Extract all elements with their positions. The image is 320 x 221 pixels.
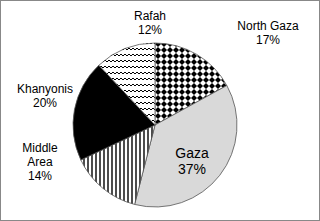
pie-slice	[99, 43, 155, 125]
slice-value: 37%	[178, 161, 206, 177]
slice-label: Khanyonis	[17, 82, 73, 96]
slice-label: North Gaza	[237, 19, 299, 33]
slice-value: 12%	[138, 23, 162, 37]
slice-label: Rafah	[134, 9, 166, 23]
label-line: Middle	[22, 141, 58, 155]
data-labels: North Gaza17% Gaza37% MiddleArea14% Khanyon…	[17, 9, 299, 183]
pie	[73, 43, 237, 207]
slice-value: 17%	[256, 33, 280, 47]
label-line: Area	[27, 155, 53, 169]
frame	[1, 1, 320, 221]
slice-value: 20%	[33, 96, 57, 110]
chart: North Gaza17% Gaza37% MiddleArea14% Khanyon…	[0, 0, 320, 221]
slice-label: Gaza	[175, 145, 209, 161]
slice-label: MiddleArea	[22, 141, 58, 169]
slice-value: 14%	[28, 169, 52, 183]
